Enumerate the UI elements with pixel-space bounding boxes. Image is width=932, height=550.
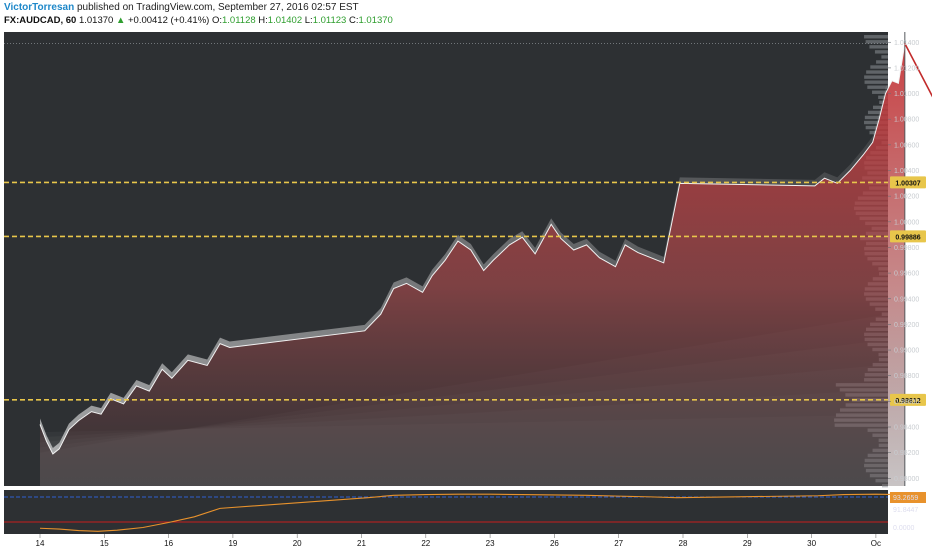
y-tick-label: 0.98800 bbox=[894, 373, 919, 380]
x-tick-label: 15 bbox=[100, 539, 109, 548]
high-label: H: bbox=[258, 15, 268, 26]
profile-bar bbox=[881, 55, 888, 59]
x-tick-label: Oc bbox=[871, 539, 881, 548]
y-tick-label: 1.00600 bbox=[894, 142, 919, 149]
y-tick-label: 0.98600 bbox=[894, 399, 919, 406]
publish-info: published on TradingView.com, September … bbox=[74, 2, 359, 13]
y-tick-label: 1.00800 bbox=[894, 117, 919, 124]
profile-bar bbox=[866, 70, 888, 74]
high-value: 1.01402 bbox=[267, 15, 303, 26]
level-tag bbox=[890, 176, 926, 189]
x-tick-label: 16 bbox=[164, 539, 173, 548]
profile-bar bbox=[864, 75, 888, 79]
profile-bar bbox=[870, 65, 888, 69]
profile-bar bbox=[864, 120, 888, 125]
x-tick-label: 19 bbox=[228, 539, 237, 548]
level-lines: 1.00307 0.99886 0.98612 bbox=[4, 176, 926, 406]
indicator-value-label: 93.2659 bbox=[893, 495, 918, 502]
x-tick-label: 28 bbox=[679, 539, 688, 548]
level-label: 1.00307 bbox=[895, 180, 920, 187]
profile-bar bbox=[874, 50, 888, 54]
x-tick-label: 30 bbox=[807, 539, 816, 548]
last-price: 1.01370 bbox=[78, 15, 114, 26]
y-tick-label: 0.99200 bbox=[894, 322, 919, 329]
publish-line: VictorTorresan published on TradingView.… bbox=[4, 2, 359, 13]
symbol-label: FX:AUDCAD, 60 bbox=[4, 15, 77, 26]
x-tick-label: 22 bbox=[421, 539, 430, 548]
x-tick-label: 14 bbox=[36, 539, 45, 548]
price-change: +0.00412 (+0.41%) bbox=[127, 15, 210, 26]
profile-bar bbox=[872, 90, 888, 94]
y-tick-label: 1.01000 bbox=[894, 91, 919, 98]
x-tick-label: 20 bbox=[293, 539, 302, 548]
profile-bar bbox=[869, 45, 888, 49]
y-tick-label: 0.99800 bbox=[894, 245, 919, 252]
time-axis: 14 15 16 19 20 21 22 23 26 27 28 29 30 Oc bbox=[36, 534, 881, 548]
indicator-value-label: 91.8447 bbox=[893, 507, 918, 514]
indicator-value-label: 0.0000 bbox=[893, 525, 915, 532]
y-tick-label: 0.99600 bbox=[894, 271, 919, 278]
x-tick-label: 26 bbox=[550, 539, 559, 548]
y-tick-label: 1.01200 bbox=[894, 65, 919, 72]
profile-bar bbox=[864, 35, 888, 39]
low-value: 1.01123 bbox=[312, 15, 347, 26]
profile-bar bbox=[878, 95, 888, 99]
open-value: 1.01128 bbox=[222, 15, 256, 26]
profile-bar bbox=[867, 85, 888, 89]
low-label: L: bbox=[304, 15, 313, 26]
price-area bbox=[40, 43, 905, 487]
price-axis: 0.98000 0.98200 0.98400 0.98600 0.98800 0.990… bbox=[888, 40, 919, 483]
ohlc-line: FX:AUDCAD, 60 1.01370 ▲ +0.00412 (+0.41%… bbox=[4, 15, 393, 26]
indicator-tag bbox=[890, 492, 926, 503]
projection-arrow bbox=[904, 43, 932, 98]
y-tick-label: 0.98000 bbox=[894, 476, 919, 483]
x-tick-label: 23 bbox=[486, 539, 495, 548]
y-tick-label: 1.00000 bbox=[894, 219, 919, 226]
y-tick-label: 0.99400 bbox=[894, 296, 919, 303]
profile-bar bbox=[867, 110, 888, 115]
close-label: C: bbox=[348, 15, 359, 26]
change-arrow-icon: ▲ bbox=[115, 15, 126, 26]
level-tag bbox=[890, 230, 926, 243]
level-label: 0.99886 bbox=[895, 234, 920, 241]
x-tick-label: 21 bbox=[357, 539, 366, 548]
profile-bar bbox=[865, 40, 888, 44]
y-tick-label: 0.98200 bbox=[894, 450, 919, 457]
profile-bar bbox=[872, 105, 888, 110]
level-label: 0.98612 bbox=[895, 398, 920, 405]
y-tick-label: 1.01400 bbox=[894, 40, 919, 47]
profile-bar bbox=[864, 80, 888, 84]
indicator-plot: 93.2659 91.8447 0.0000 bbox=[4, 492, 926, 532]
main-plot-area bbox=[4, 32, 932, 487]
chart-header: VictorTorresan published on TradingView.… bbox=[0, 0, 932, 30]
y-tick-label: 0.99000 bbox=[894, 348, 919, 355]
x-tick-label: 27 bbox=[614, 539, 623, 548]
y-tick-label: 0.98400 bbox=[894, 425, 919, 432]
indicator-line bbox=[39, 493, 905, 532]
y-tick-label: 1.00200 bbox=[894, 194, 919, 201]
author-link[interactable]: VictorTorresan bbox=[4, 2, 75, 13]
close-value: 1.01370 bbox=[358, 15, 393, 26]
price-line bbox=[39, 43, 906, 455]
open-label: O: bbox=[211, 15, 222, 26]
y-tick-label: 1.00400 bbox=[894, 168, 919, 175]
profile-bar bbox=[864, 115, 888, 120]
x-tick-label: 29 bbox=[743, 539, 752, 548]
level-tag bbox=[890, 393, 926, 406]
profile-bar bbox=[876, 60, 888, 64]
